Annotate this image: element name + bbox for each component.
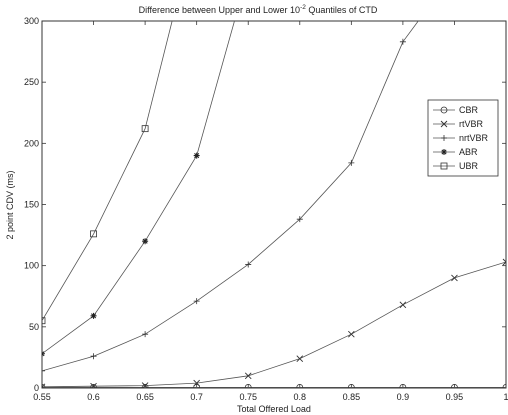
legend: CBR rtVBR nrtVBR ABR UBR bbox=[427, 99, 499, 177]
data-point-rtvbr bbox=[348, 330, 355, 338]
series-abr bbox=[42, 21, 235, 357]
x-tick-label: 0.6 bbox=[87, 392, 100, 402]
y-tick-label: 200 bbox=[24, 138, 39, 148]
data-point-cbr bbox=[90, 383, 97, 388]
legend-label-ubr: UBR bbox=[459, 161, 479, 171]
legend-marker-ubr bbox=[440, 162, 448, 170]
y-tick-label: 50 bbox=[29, 322, 39, 332]
data-point-abr bbox=[142, 238, 149, 245]
legend-label-abr: ABR bbox=[459, 147, 478, 157]
x-tick-label: 0.7 bbox=[190, 392, 203, 402]
data-point-ubr bbox=[90, 230, 97, 238]
data-point-nrtvbr bbox=[399, 38, 406, 45]
legend-label-rtvbr: rtVBR bbox=[459, 119, 484, 129]
legend-marker-nrtvbr bbox=[441, 135, 447, 141]
series-cbr bbox=[42, 383, 506, 388]
x-tick-label: 0.85 bbox=[343, 392, 361, 402]
data-point-abr bbox=[193, 152, 200, 159]
chart-title: Difference between Upper and Lower 10-2 … bbox=[139, 4, 378, 15]
data-point-rtvbr bbox=[296, 355, 304, 362]
data-point-cbr bbox=[141, 383, 149, 388]
series-ubr bbox=[42, 21, 173, 325]
data-point-rtvbr bbox=[90, 382, 97, 388]
y-tick-label: 250 bbox=[24, 77, 39, 87]
x-tick-label: 0.75 bbox=[239, 392, 257, 402]
x-axis-label: Total Offered Load bbox=[237, 404, 311, 414]
x-tick-label: 1 bbox=[503, 392, 508, 402]
y-tick-label: 150 bbox=[24, 200, 39, 210]
legend-marker-cbr bbox=[440, 106, 448, 114]
data-point-cbr bbox=[193, 383, 201, 388]
data-point-cbr bbox=[502, 383, 506, 388]
data-point-cbr bbox=[399, 383, 407, 388]
data-point-nrtvbr bbox=[42, 367, 45, 374]
data-point-cbr bbox=[42, 383, 46, 388]
x-tick-label: 0.95 bbox=[446, 392, 464, 402]
data-point-nrtvbr bbox=[348, 159, 355, 166]
data-point-rtvbr bbox=[502, 258, 506, 266]
y-axis-label: 2 point CDV (ms) bbox=[5, 170, 15, 239]
data-point-rtvbr bbox=[451, 274, 458, 282]
data-point-rtvbr bbox=[141, 382, 149, 388]
data-point-ubr bbox=[42, 317, 46, 325]
y-tick-label: 100 bbox=[24, 261, 39, 271]
series-group bbox=[42, 21, 506, 388]
data-point-nrtvbr bbox=[296, 216, 303, 223]
data-point-rtvbr bbox=[399, 301, 407, 309]
data-point-cbr bbox=[347, 383, 355, 388]
data-point-nrtvbr bbox=[193, 298, 200, 305]
series-rtvbr bbox=[42, 258, 506, 388]
legend-label-cbr: CBR bbox=[459, 105, 479, 115]
x-tick-label: 0.55 bbox=[33, 392, 51, 402]
data-point-rtvbr bbox=[244, 372, 252, 380]
data-point-rtvbr bbox=[193, 379, 200, 387]
data-point-cbr bbox=[296, 383, 304, 388]
data-point-rtvbr bbox=[42, 383, 46, 388]
series-line-rtvbr bbox=[42, 261, 506, 388]
data-point-cbr bbox=[244, 383, 252, 388]
x-tick-label: 0.9 bbox=[397, 392, 410, 402]
data-point-ubr bbox=[141, 125, 149, 133]
legend-marker-abr bbox=[441, 149, 447, 155]
data-point-nrtvbr bbox=[142, 331, 149, 338]
legend-label-nrtvbr: nrtVBR bbox=[459, 133, 489, 143]
y-tick-label: 0 bbox=[34, 383, 39, 393]
data-point-nrtvbr bbox=[90, 353, 97, 360]
x-tick-label: 0.65 bbox=[136, 392, 154, 402]
data-point-cbr bbox=[451, 383, 458, 388]
series-line-ubr bbox=[42, 21, 173, 321]
plot-area bbox=[41, 20, 507, 389]
data-point-abr bbox=[90, 312, 97, 319]
data-point-abr bbox=[42, 350, 45, 357]
x-tick-label: 0.8 bbox=[294, 392, 307, 402]
y-tick-label: 300 bbox=[24, 16, 39, 26]
axis-ticks: 0.55 0.6 0.65 0.7 0.75 0.8 0.85 0.9 0.95 1 0 50 100 1… bbox=[24, 16, 508, 402]
series-nrtvbr bbox=[42, 21, 419, 374]
legend-marker-rtvbr bbox=[440, 120, 448, 128]
data-point-nrtvbr bbox=[245, 261, 252, 268]
